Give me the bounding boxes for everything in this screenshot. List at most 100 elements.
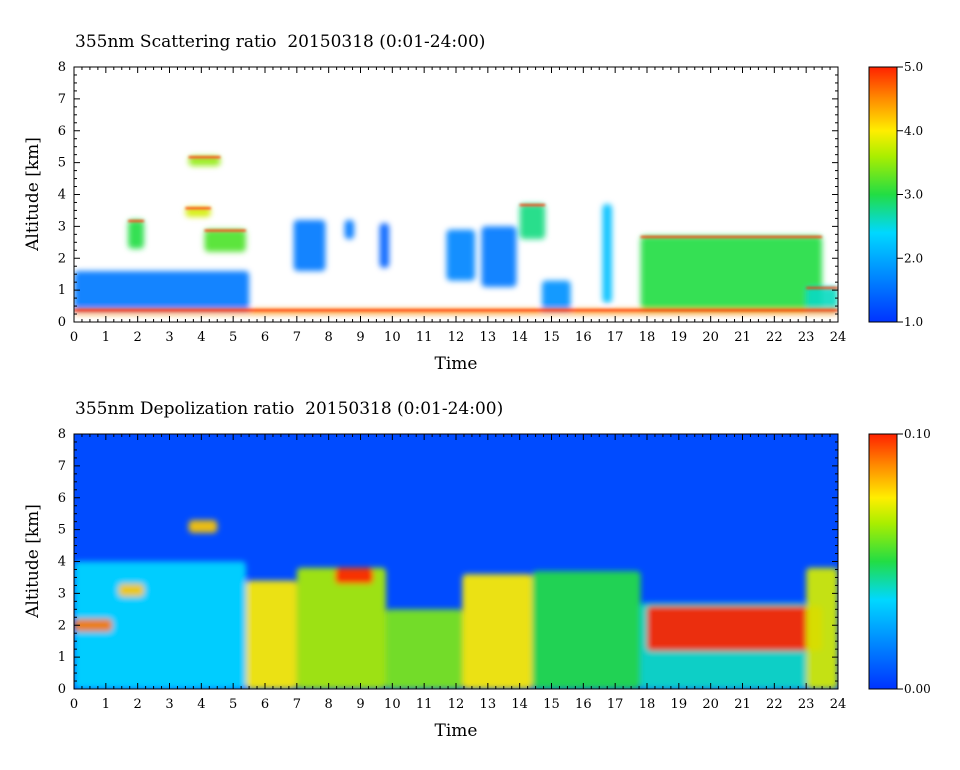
x-tick-label: 14	[511, 330, 528, 345]
colorbar-tick-label: 0.10	[904, 427, 931, 441]
x-tick-label: 21	[734, 330, 751, 345]
x-tick-label: 4	[197, 330, 205, 345]
x-tick-label: 9	[356, 330, 364, 345]
x-tick-label: 8	[325, 697, 333, 712]
feature-12	[806, 567, 838, 689]
y-tick-label: 7	[58, 459, 66, 474]
scattering-ratio-panel: 0 1 2 3 4 5 6 7 8 9 10 11 12 13 14 15 16 17 18 19 20 21 22 23 24…	[23, 60, 923, 374]
feature-edge-14	[806, 286, 838, 289]
x-tick-label: 0	[70, 697, 78, 712]
y-axis-title: Altitude [km]	[23, 504, 43, 619]
x-tick-label: 2	[134, 330, 142, 345]
colorbar: 1.0 2.0 3.0 4.0 5.0	[868, 60, 923, 329]
feature-5	[293, 220, 326, 271]
feature-edge-1	[128, 220, 145, 222]
feature-1	[128, 220, 145, 249]
feature-9	[532, 571, 641, 689]
y-tick-label: 4	[58, 555, 66, 570]
y-tick-label: 1	[58, 650, 66, 665]
feature-0	[74, 271, 250, 313]
x-tick-label: 10	[384, 697, 401, 712]
y-tick-label: 7	[58, 92, 66, 107]
x-tick-label: 11	[416, 330, 433, 345]
colorbar: 0.00 0.10	[868, 427, 931, 696]
y-tick-label: 2	[58, 618, 66, 633]
colorbar-tick-label: 4.0	[904, 124, 923, 138]
x-tick-label: 5	[229, 330, 237, 345]
x-tick-label: 2	[134, 697, 142, 712]
x-tick-label: 16	[575, 330, 592, 345]
x-axis-title: Time	[435, 354, 478, 374]
x-tick-label: 22	[766, 330, 783, 345]
x-tick-label: 23	[798, 697, 815, 712]
feature-2	[118, 583, 145, 597]
scattering-chart-title: 355nm Scattering ratio 20150318 (0:01-24…	[75, 32, 486, 52]
y-axis-title: Altitude [km]	[23, 137, 43, 252]
x-axis: 0 1 2 3 4 5 6 7 8 9 10 11 12 13 14 15 16 17 18 19 20 21 22 23 24	[70, 434, 846, 712]
x-tick-label: 15	[543, 330, 560, 345]
x-tick-label: 22	[766, 697, 783, 712]
feature-11	[647, 606, 823, 651]
y-tick-label: 2	[58, 251, 66, 266]
x-tick-label: 9	[356, 697, 364, 712]
feature-13	[640, 235, 823, 310]
x-tick-label: 19	[671, 697, 688, 712]
y-tick-label: 3	[58, 219, 66, 234]
feature-edges	[74, 156, 838, 312]
x-tick-label: 13	[480, 697, 497, 712]
depolarization-ratio-panel: 0 1 2 3 4 5 6 7 8 9 10 11 12 13 14 15 16 17 18 19 20 21 22 23 24…	[23, 427, 931, 741]
x-tick-label: 7	[293, 697, 301, 712]
feature-11	[541, 280, 571, 313]
feature-edge-10	[519, 204, 546, 207]
y-tick-label: 6	[58, 491, 66, 506]
y-tick-label: 8	[58, 60, 66, 75]
x-tick-label: 6	[261, 697, 269, 712]
x-tick-label: 1	[102, 330, 110, 345]
x-tick-label: 23	[798, 330, 815, 345]
feature-1	[74, 618, 113, 632]
scattering-data-layer	[74, 156, 838, 315]
x-tick-label: 3	[165, 330, 173, 345]
feature-5	[296, 567, 386, 689]
feature-3	[188, 520, 218, 533]
y-tick-label: 0	[58, 315, 66, 330]
colorbar-labels: 0.00 0.10	[897, 427, 931, 696]
x-tick-label: 10	[384, 330, 401, 345]
y-tick-label: 8	[58, 427, 66, 442]
x-tick-label: 20	[702, 330, 719, 345]
colorbar-gradient	[868, 433, 898, 690]
y-tick-label: 5	[58, 156, 66, 171]
x-tick-label: 24	[830, 697, 847, 712]
feature-8	[462, 574, 533, 689]
x-tick-label: 12	[448, 330, 465, 345]
x-tick-label: 12	[448, 697, 465, 712]
feature-edge-2	[188, 156, 221, 159]
feature-edge-13	[640, 235, 823, 238]
x-axis: 0 1 2 3 4 5 6 7 8 9 10 11 12 13 14 15 16 17 18 19 20 21 22 23 24	[70, 67, 846, 345]
feature-9	[481, 226, 517, 287]
y-tick-label: 6	[58, 124, 66, 139]
x-tick-label: 1	[102, 697, 110, 712]
colorbar-gradient	[868, 66, 898, 323]
feature-group	[74, 156, 838, 315]
feature-group	[74, 520, 838, 689]
x-tick-label: 17	[607, 330, 624, 345]
x-tick-label: 3	[165, 697, 173, 712]
x-axis-title: Time	[435, 721, 478, 741]
colorbar-tick-label: 1.0	[904, 315, 923, 329]
y-tick-label: 5	[58, 523, 66, 538]
feature-edge-15	[74, 309, 838, 312]
x-tick-label: 6	[261, 330, 269, 345]
colorbar-labels: 1.0 2.0 3.0 4.0 5.0	[897, 60, 923, 329]
y-tick-label: 3	[58, 586, 66, 601]
x-tick-label: 21	[734, 697, 751, 712]
colorbar-tick-label: 5.0	[904, 60, 923, 74]
x-tick-label: 11	[416, 697, 433, 712]
depolarization-data-layer	[74, 434, 838, 689]
x-tick-label: 17	[607, 697, 624, 712]
feature-3	[185, 207, 211, 217]
x-tick-label: 13	[480, 330, 497, 345]
feature-edge-3	[185, 207, 211, 210]
feature-7	[385, 609, 463, 689]
